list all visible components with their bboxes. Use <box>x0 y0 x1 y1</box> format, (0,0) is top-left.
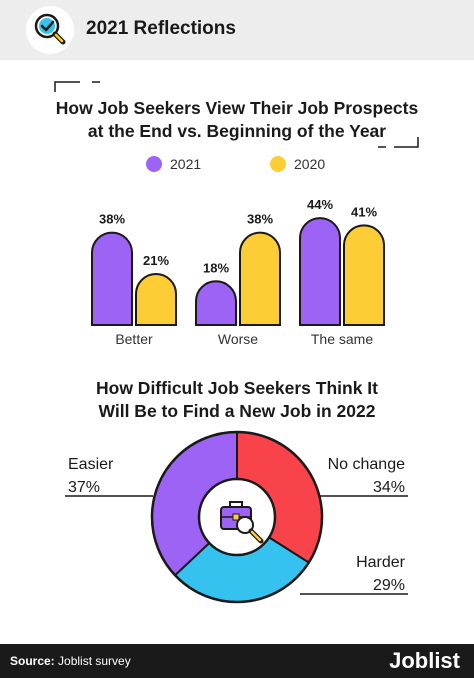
donut-outer-ring <box>150 430 324 604</box>
source-note: Source: Joblist survey <box>10 654 131 668</box>
category-label-worse: Worse <box>218 331 258 347</box>
source-label: Source: <box>10 654 55 668</box>
bar-2021-better <box>91 231 133 326</box>
header-bar: 2021 Reflections <box>0 0 474 60</box>
slice-value-harder: 29% <box>373 577 405 594</box>
bar-2020-worse <box>239 231 281 326</box>
bar-2021-the-same <box>299 217 341 326</box>
bar-2020-better <box>135 273 177 326</box>
bar-chart-title-line-1: How Job Seekers View Their Job Prospects <box>55 98 419 118</box>
bar-value-label: 18% <box>203 260 229 275</box>
bar-2021-worse <box>195 280 237 326</box>
bar-value-label: 38% <box>99 212 125 227</box>
brand-logo: Joblist <box>389 648 460 673</box>
bar-value-label: 21% <box>143 253 169 268</box>
slice-value-easier: 37% <box>68 479 100 496</box>
legend-swatch-2020 <box>270 156 286 172</box>
bar-2020-the-same <box>343 224 385 326</box>
legend-label-2020: 2020 <box>294 156 325 172</box>
slice-label-no-change: No change <box>328 456 405 473</box>
magnifier-check-icon <box>26 6 74 54</box>
category-label-better: Better <box>115 331 153 347</box>
slice-label-easier: Easier <box>68 456 114 473</box>
legend-label-2021: 2021 <box>170 156 201 172</box>
donut-chart-title: How Difficult Job Seekers Think It Will … <box>0 377 474 423</box>
bar-chart-title-line-2: at the End vs. Beginning of the Year <box>87 121 387 141</box>
bar-value-label: 38% <box>247 212 273 227</box>
donut-chart: No change 34% Harder 29% Easier 37% <box>65 430 408 604</box>
bar-chart: 2021 2020 38% 21% Better 18% 38% Worse 44% 41% Th… <box>91 156 385 347</box>
title-frame-decoration <box>54 81 419 148</box>
donut-chart-title-line-2: Will Be to Find a New Job in 2022 <box>98 401 376 421</box>
source-text: Joblist survey <box>54 654 131 668</box>
bar-value-label: 41% <box>351 204 377 219</box>
briefcase-magnifier-icon <box>220 501 264 544</box>
slice-label-harder: Harder <box>356 554 406 571</box>
slice-value-no-change: 34% <box>373 479 405 496</box>
bar-chart-title: How Job Seekers View Their Job Prospects… <box>0 97 474 143</box>
bar-value-label: 44% <box>307 197 333 212</box>
donut-chart-title-line-1: How Difficult Job Seekers Think It <box>96 378 378 398</box>
footer-bar: Source: Joblist survey Joblist <box>0 644 474 678</box>
category-label-the-same: The same <box>311 331 373 347</box>
legend-swatch-2021 <box>146 156 162 172</box>
page-title: 2021 Reflections <box>86 18 236 39</box>
